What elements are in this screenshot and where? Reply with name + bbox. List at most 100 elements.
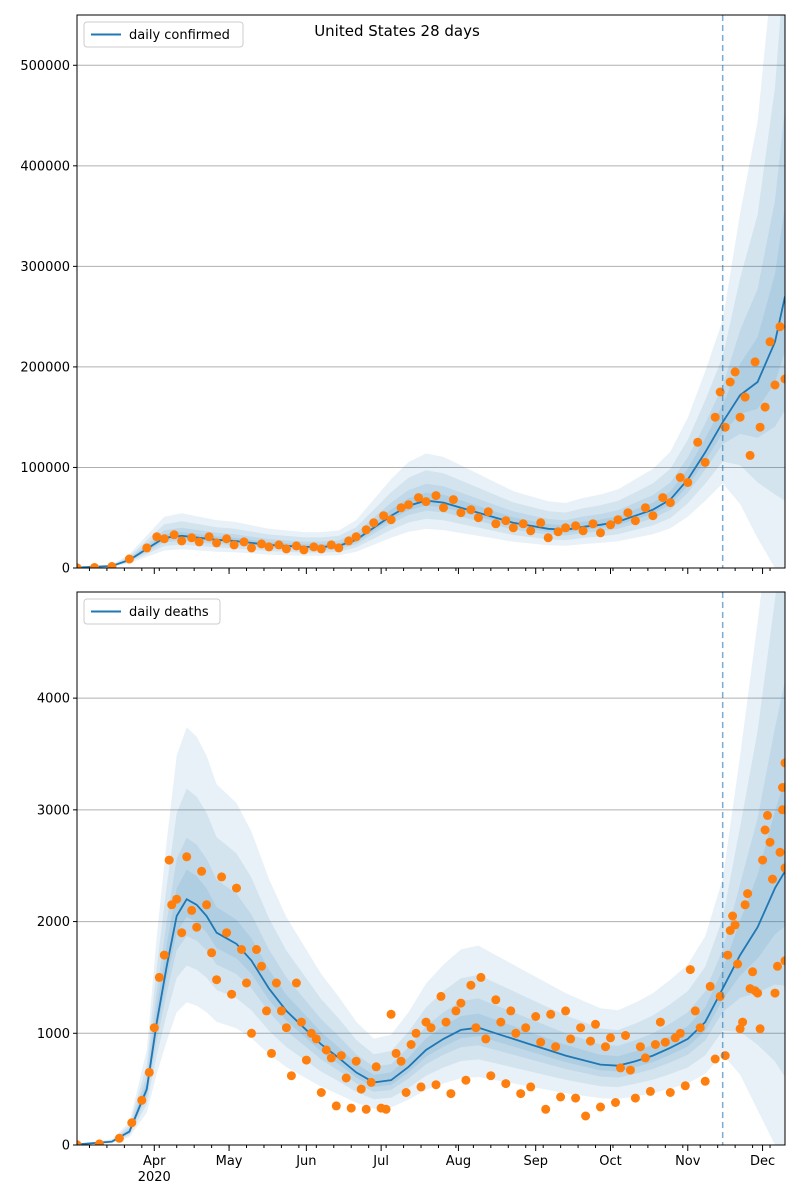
y-tick-label: 100000 — [20, 461, 70, 476]
observed-point — [144, 1067, 154, 1077]
observed-point — [755, 1024, 765, 1034]
observed-point — [630, 1093, 640, 1103]
observed-point — [396, 1056, 406, 1066]
observed-point — [621, 1031, 630, 1040]
observed-point — [421, 497, 431, 507]
observed-point — [586, 1036, 595, 1046]
observed-point — [379, 511, 389, 521]
observed-point — [401, 1088, 411, 1097]
observed-point — [386, 515, 396, 525]
observed-point — [204, 532, 214, 542]
observed-point — [466, 505, 476, 515]
observed-point — [755, 422, 765, 432]
x-tick-label: Apr — [143, 1154, 166, 1169]
observed-point — [765, 337, 775, 347]
y-tick-label: 2000 — [37, 915, 70, 930]
observed-point — [192, 922, 202, 932]
observed-point — [581, 1111, 591, 1121]
observed-point — [159, 950, 169, 960]
observed-point — [127, 1118, 137, 1128]
observed-point — [187, 905, 197, 915]
x-tick-label: Nov — [675, 1154, 701, 1169]
observed-point — [257, 539, 266, 549]
observed-point — [299, 545, 309, 555]
observed-point — [446, 1089, 456, 1099]
observed-point — [546, 1009, 556, 1019]
observed-point — [264, 542, 274, 552]
observed-point — [733, 959, 743, 969]
observed-point — [588, 519, 598, 529]
observed-point — [77, 563, 82, 568]
observed-point — [291, 978, 301, 988]
observed-point — [461, 1075, 471, 1085]
observed-point — [553, 527, 563, 537]
observed-point — [773, 961, 782, 971]
observed-point — [635, 1042, 645, 1052]
y-tick-label: 1000 — [37, 1027, 70, 1042]
observed-point — [506, 1006, 516, 1016]
observed-point — [321, 1045, 331, 1055]
observed-point — [441, 1017, 451, 1027]
observed-point — [501, 516, 511, 526]
observed-point — [164, 855, 174, 865]
observed-point — [436, 991, 446, 1001]
observed-point — [316, 544, 326, 554]
observed-point — [154, 972, 164, 982]
observed-point — [301, 1055, 311, 1065]
observed-point — [476, 972, 486, 982]
legend-box — [83, 598, 221, 625]
observed-point — [695, 1023, 705, 1033]
observed-point — [675, 1028, 685, 1038]
observed-point — [396, 503, 406, 513]
observed-point — [247, 543, 256, 553]
observed-point — [650, 1040, 660, 1049]
y-tick-label: 500000 — [20, 59, 70, 74]
observed-point — [227, 989, 237, 999]
legend: daily confirmed — [83, 21, 244, 48]
x-tick-label: Oct — [599, 1154, 621, 1169]
observed-point — [309, 542, 319, 552]
uncertainty-band — [77, 592, 785, 1145]
observed-point — [366, 1077, 376, 1087]
observed-point — [705, 981, 715, 991]
observed-point — [571, 521, 581, 531]
observed-point — [356, 1084, 366, 1094]
observed-point — [566, 1034, 576, 1044]
uncertainty-band — [77, 680, 785, 1145]
observed-point — [369, 518, 379, 528]
observed-point — [473, 513, 483, 523]
observed-point — [526, 1082, 536, 1092]
observed-point — [630, 516, 640, 526]
observed-point — [286, 1071, 296, 1081]
observed-point — [177, 928, 187, 938]
observed-point — [730, 920, 740, 930]
y-tick-label: 0 — [62, 562, 70, 577]
observed-point — [780, 956, 785, 966]
observed-point — [114, 1133, 124, 1143]
y-tick-label: 300000 — [20, 260, 70, 275]
observed-point — [281, 544, 291, 554]
x-tick-label: Aug — [446, 1154, 471, 1169]
confirmed-panel: 0 100000 200000 300000 400000 500000 United St… — [20, 14, 786, 577]
observed-point — [591, 1019, 600, 1029]
observed-point — [456, 508, 466, 518]
observed-point — [197, 866, 207, 876]
observed-point — [341, 1073, 351, 1083]
observed-point — [748, 967, 758, 977]
observed-point — [137, 1095, 147, 1105]
observed-point — [613, 515, 623, 525]
axes-frame — [76, 591, 786, 1146]
observed-point — [222, 928, 232, 938]
y-tick-label: 0 — [62, 1139, 70, 1154]
uncertainty-band — [77, 15, 785, 568]
observed-point — [257, 961, 266, 971]
observed-point — [648, 511, 658, 521]
observed-point — [645, 1086, 655, 1096]
observed-point — [149, 1023, 159, 1033]
observed-point — [172, 894, 182, 904]
y-tick-label: 200000 — [20, 360, 70, 375]
observed-point — [491, 519, 501, 529]
observed-point — [212, 975, 222, 985]
observed-point — [456, 998, 466, 1008]
observed-point — [710, 1054, 720, 1064]
